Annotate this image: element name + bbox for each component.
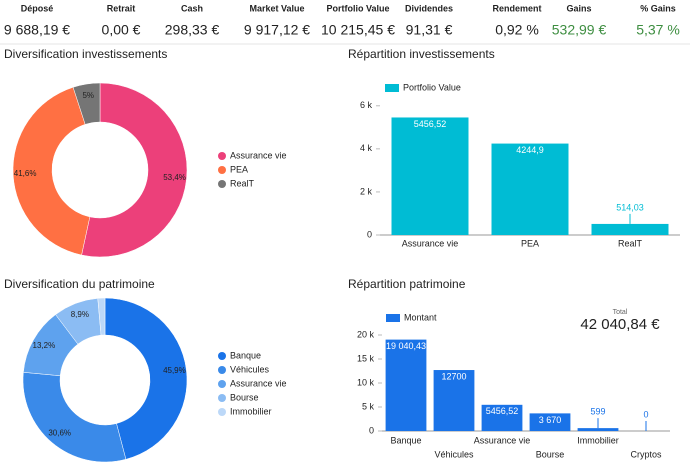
slice-label: 30,6% xyxy=(48,428,71,437)
slice-label: 53,4% xyxy=(163,173,186,182)
legend-marker xyxy=(218,394,226,402)
pie-slice xyxy=(97,297,106,336)
x-tick-label: Banque xyxy=(390,435,421,445)
bar-value-label: 3 670 xyxy=(539,415,562,425)
bar-value-label: 4244,9 xyxy=(516,145,544,155)
pie-slice xyxy=(12,86,91,256)
x-tick-label: PEA xyxy=(521,238,539,248)
bar xyxy=(481,404,523,431)
chart-title: Diversification du patrimoine xyxy=(4,277,155,291)
stat-value: 0,00 € xyxy=(102,22,141,38)
legend-label: Montant xyxy=(404,312,437,322)
y-tick-label: 2 k xyxy=(360,186,373,196)
stat-value: 9 688,19 € xyxy=(4,22,70,38)
chart-title: Répartition investissements xyxy=(348,47,495,61)
x-tick-label: Véhicules xyxy=(434,449,474,459)
stat-value: 0,92 % xyxy=(495,22,539,38)
legend-label: RealT xyxy=(230,178,255,188)
stat-label: Rendement xyxy=(492,3,541,13)
x-tick-label: Assurance vie xyxy=(474,435,531,445)
legend-label: Assurance vie xyxy=(230,150,287,160)
legend-marker xyxy=(386,314,400,322)
y-tick-label: 0 xyxy=(367,229,372,239)
legend-marker xyxy=(218,352,226,360)
y-tick-label: 4 k xyxy=(360,143,373,153)
y-tick-label: 6 k xyxy=(360,100,373,110)
bar-value-label: 5456,52 xyxy=(414,119,447,129)
slice-label: 41,6% xyxy=(14,169,37,178)
stat-label: Déposé xyxy=(21,3,54,13)
legend-label: Bourse xyxy=(230,392,259,402)
stat-label: Dividendes xyxy=(405,3,453,13)
pie-slice xyxy=(104,297,188,460)
stat-value: 9 917,12 € xyxy=(244,22,310,38)
stat-value: 298,33 € xyxy=(165,22,220,38)
legend-label: Portfolio Value xyxy=(403,82,461,92)
stat-label: Gains xyxy=(566,3,591,13)
bar xyxy=(577,428,619,431)
legend-marker xyxy=(218,366,226,374)
x-tick-label: Immobilier xyxy=(577,435,619,445)
bar-value-label: 5456,52 xyxy=(486,406,519,416)
y-tick-label: 0 xyxy=(369,425,374,435)
chart-title: Diversification investissements xyxy=(4,47,167,61)
y-tick-label: 20 k xyxy=(357,329,375,339)
stat-label: % Gains xyxy=(640,3,676,13)
x-tick-label: Bourse xyxy=(536,449,565,459)
bar xyxy=(529,413,571,431)
legend-marker xyxy=(218,380,226,388)
stat-label: Cash xyxy=(181,3,203,13)
total-value: 42 040,84 € xyxy=(580,316,660,333)
stat-value: 10 215,45 € xyxy=(321,22,395,38)
bar-value-label: 0 xyxy=(643,409,648,419)
stat-label: Portfolio Value xyxy=(326,3,389,13)
y-tick-label: 10 k xyxy=(357,377,375,387)
slice-label: 8,9% xyxy=(71,310,89,319)
x-tick-label: Assurance vie xyxy=(402,238,459,248)
bar-value-label: 599 xyxy=(590,406,605,416)
legend-marker xyxy=(218,180,226,188)
bar xyxy=(591,223,669,235)
pie-slice xyxy=(22,372,127,463)
stat-value: 532,99 € xyxy=(552,22,607,38)
y-tick-label: 5 k xyxy=(362,401,375,411)
legend-label: Assurance vie xyxy=(230,378,287,388)
bar-value-label: 514,03 xyxy=(616,202,644,212)
slice-label: 13,2% xyxy=(33,341,56,350)
total-caption: Total xyxy=(613,309,628,316)
slice-label: 45,9% xyxy=(163,366,186,375)
stat-label: Retrait xyxy=(107,3,136,13)
bar xyxy=(433,370,475,431)
pie-slice xyxy=(81,82,188,258)
legend-label: Immobilier xyxy=(230,406,272,416)
pie-slice xyxy=(72,82,101,125)
chart-title: Répartition patrimoine xyxy=(348,277,466,291)
legend-marker xyxy=(218,166,226,174)
stat-value: 91,31 € xyxy=(406,22,453,38)
slice-label: 5% xyxy=(82,91,94,100)
legend-label: Véhicules xyxy=(230,364,270,374)
bar-value-label: 12700 xyxy=(441,371,466,381)
legend-marker xyxy=(218,408,226,416)
stat-label: Market Value xyxy=(249,3,304,13)
legend-label: PEA xyxy=(230,164,248,174)
x-tick-label: Cryptos xyxy=(630,449,662,459)
legend-marker xyxy=(385,84,399,92)
x-tick-label: RealT xyxy=(618,238,643,248)
bar-value-label: 19 040,43 xyxy=(386,341,426,351)
bar xyxy=(391,117,469,235)
y-tick-label: 15 k xyxy=(357,353,375,363)
stat-value: 5,37 % xyxy=(636,22,680,38)
legend-marker xyxy=(218,152,226,160)
bar xyxy=(385,339,427,431)
bar xyxy=(491,143,569,235)
legend-label: Banque xyxy=(230,350,261,360)
